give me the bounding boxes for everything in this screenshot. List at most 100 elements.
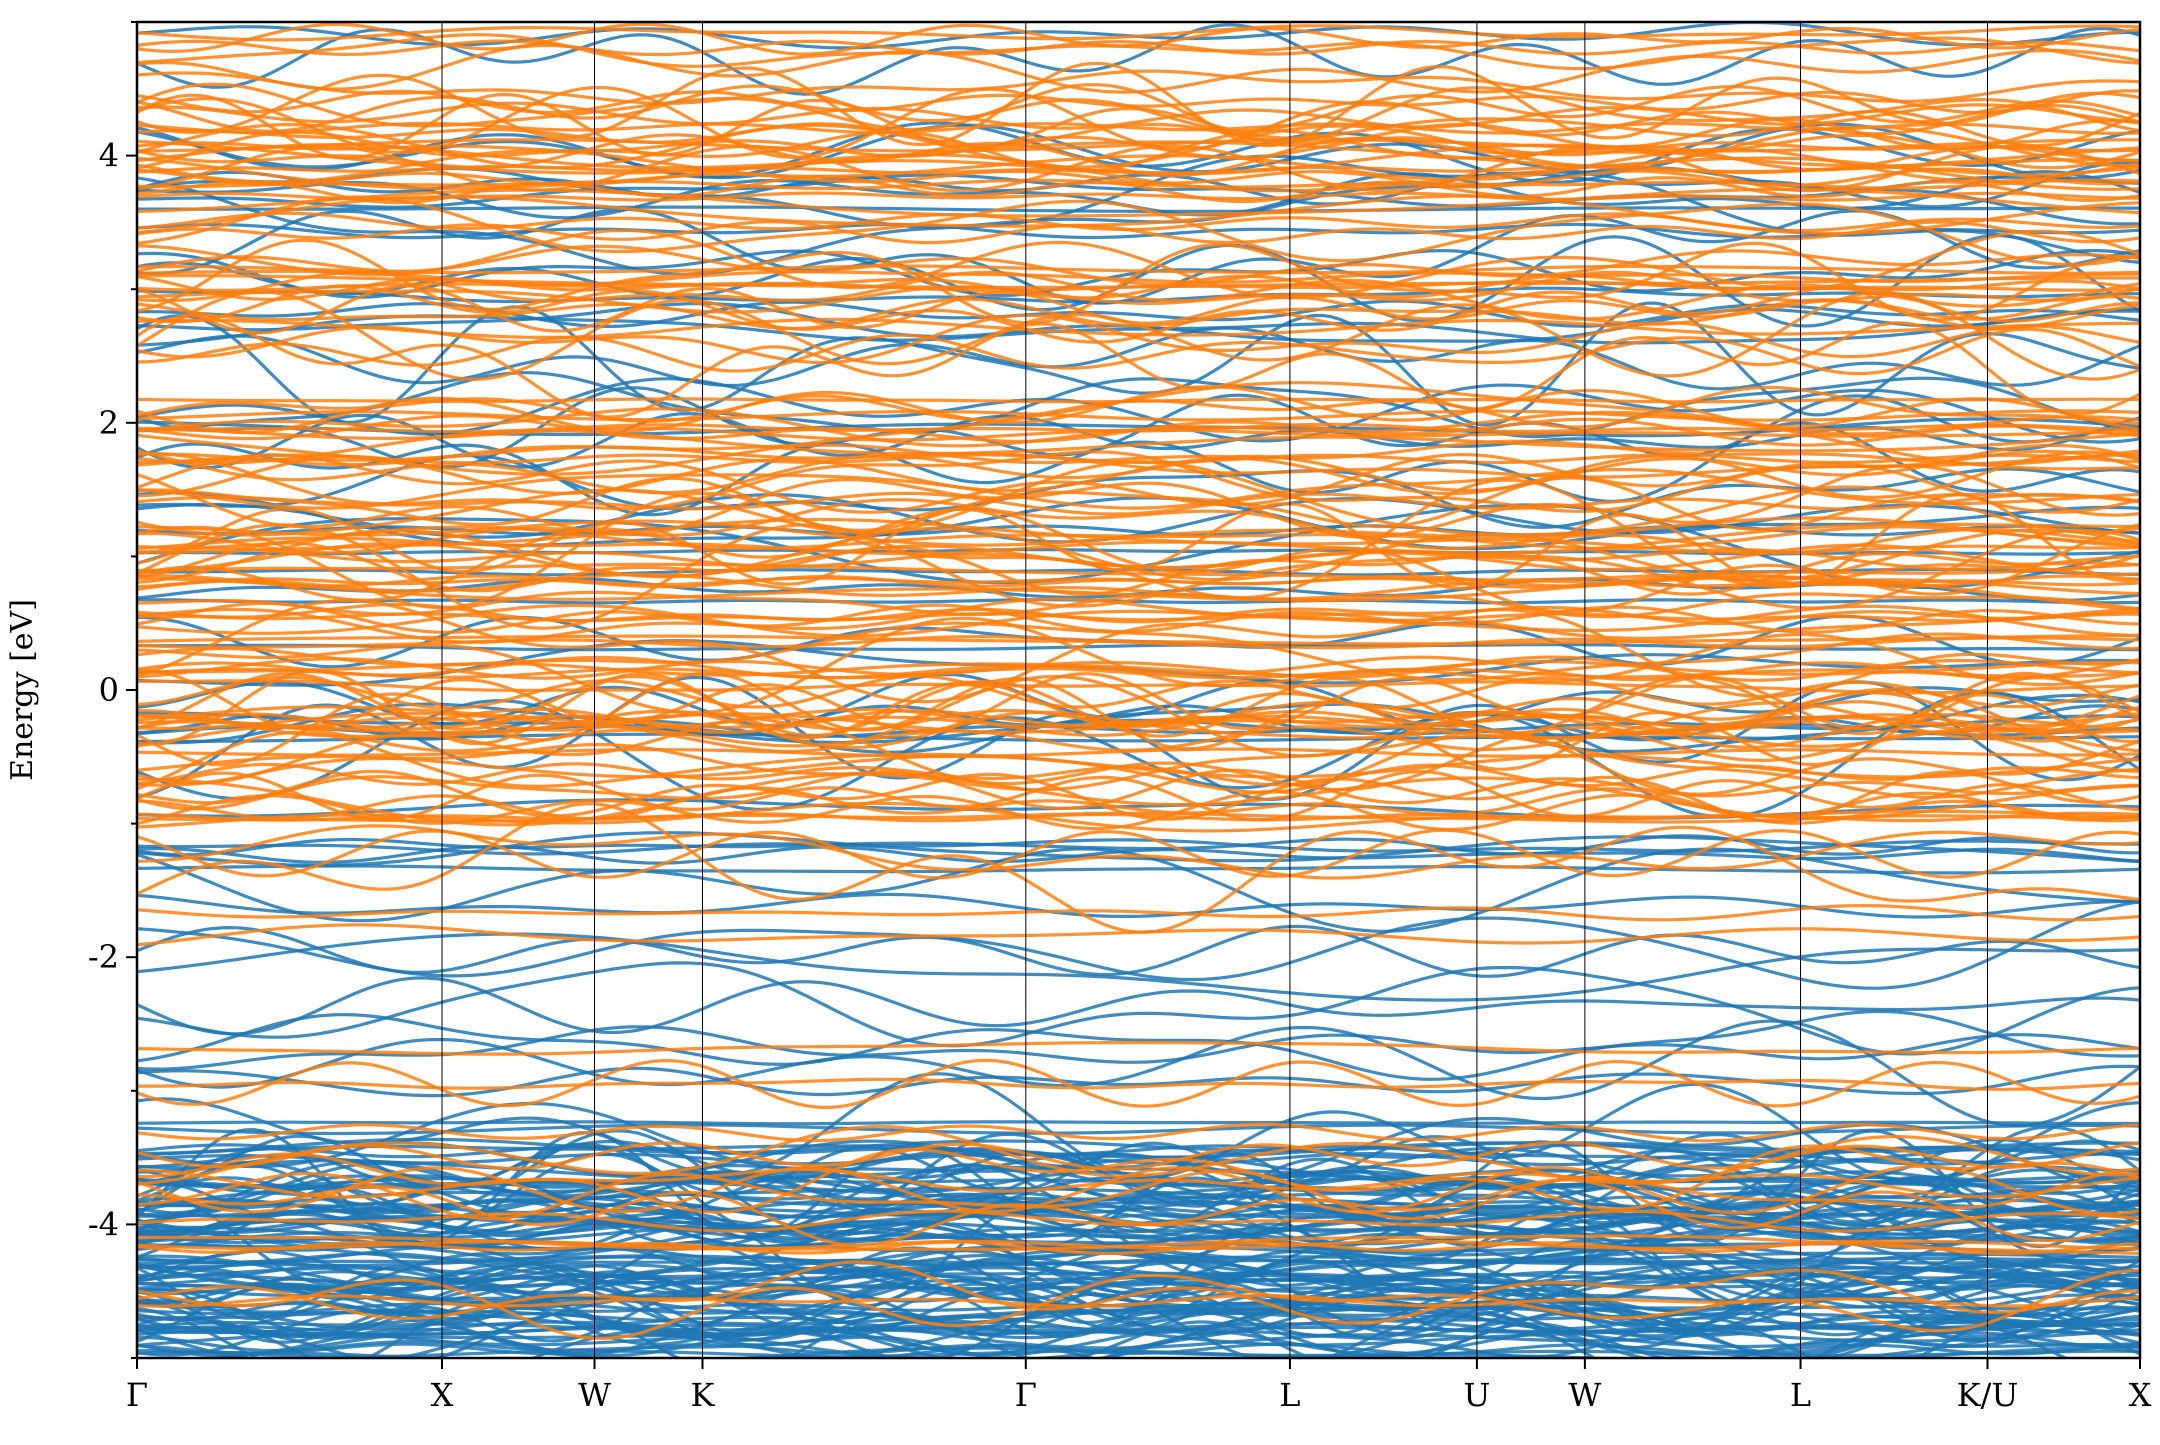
orange-band-line	[137, 762, 2140, 788]
orange-band-line	[137, 24, 2140, 42]
blue-band-line	[137, 1188, 2140, 1249]
orange-band-line	[137, 768, 2140, 811]
orange-band-line	[137, 443, 2140, 495]
orange-band-line	[137, 679, 2140, 695]
blue-band-line	[137, 23, 2140, 96]
blue-band-line	[137, 690, 2140, 819]
orange-band-line	[137, 89, 2140, 115]
orange-band-line	[137, 153, 2140, 193]
orange-band-line	[137, 669, 2140, 746]
orange-band-line	[137, 734, 2140, 799]
orange-band-line	[137, 397, 2140, 404]
orange-band-line	[137, 468, 2140, 510]
orange-band-line	[137, 33, 2140, 71]
orange-band-line	[137, 429, 2140, 465]
orange-band-line	[137, 1268, 2140, 1341]
orange-band-line	[137, 712, 2140, 732]
orange-band-line	[137, 634, 2140, 650]
orange-band-line	[137, 1260, 2140, 1325]
y-axis-label: Energy [eV]	[5, 599, 40, 781]
orange-band-line	[137, 667, 2140, 680]
y-tick-label: 2	[99, 404, 119, 442]
orange-band-line	[137, 381, 2140, 476]
orange-band-line	[137, 449, 2140, 513]
orange-band-line	[137, 769, 2140, 822]
blue-band-line	[137, 847, 2140, 933]
blue-band-line	[137, 1064, 2140, 1098]
x-tick-label: W	[578, 1376, 611, 1414]
orange-band-line	[137, 69, 2140, 105]
blue-band-line	[137, 1120, 2140, 1126]
orange-band-line	[137, 707, 2140, 750]
orange-band-line	[137, 22, 2140, 56]
blue-band-line	[137, 831, 2140, 868]
orange-band-line	[137, 790, 2140, 832]
blue-band-line	[137, 301, 2140, 427]
orange-band-line	[137, 1058, 2140, 1109]
x-tick-label: L	[1790, 1376, 1811, 1414]
blue-band-line	[137, 1254, 2140, 1267]
orange-band-line	[137, 476, 2140, 532]
orange-band-line	[137, 603, 2140, 638]
blue-band-line	[137, 1342, 2140, 1356]
blue-band-line	[137, 326, 2140, 391]
y-tick-label: 4	[99, 137, 119, 175]
orange-band-line	[137, 313, 2140, 365]
orange-band-line	[137, 655, 2140, 682]
orange-band-line	[137, 1168, 2140, 1199]
orange-band-line	[137, 313, 2140, 419]
orange-band-line	[137, 144, 2140, 193]
orange-band-line	[137, 43, 2140, 94]
orange-band-line	[137, 167, 2140, 189]
orange-band-line	[137, 491, 2140, 516]
orange-band-line	[137, 725, 2140, 753]
orange-band-line	[137, 541, 2140, 596]
y-axis: -4 -2 0 2 4	[88, 21, 137, 1359]
orange-band-line	[137, 674, 2140, 710]
x-tick-label: K	[691, 1376, 716, 1414]
blue-band-line	[137, 1152, 2140, 1243]
orange-band-line	[137, 655, 2140, 682]
orange-band-line	[137, 1122, 2140, 1143]
blue-band-line	[137, 1293, 2140, 1358]
high-symmetry-lines	[441, 22, 1988, 1358]
orange-band-line	[137, 61, 2140, 148]
blue-band-line	[137, 1239, 2140, 1321]
orange-band-line	[137, 786, 2140, 822]
orange-band-line	[137, 771, 2140, 827]
blue-band-line	[137, 1277, 2140, 1291]
blue-band-line	[137, 1019, 2140, 1128]
orange-band-line	[137, 1293, 2140, 1308]
orange-band-line	[137, 164, 2140, 177]
blue-band-line	[137, 205, 2140, 213]
orange-band-line	[137, 1040, 2140, 1056]
x-tick-label: Γ	[126, 1376, 148, 1414]
blue-band-line	[137, 976, 2140, 1036]
orange-band-line	[137, 612, 2140, 623]
orange-band-line	[137, 1124, 2140, 1186]
blue-band-line	[137, 421, 2140, 517]
y-tick-label: 0	[99, 671, 119, 709]
orange-band-line	[137, 621, 2140, 682]
orange-band-line	[137, 174, 2140, 205]
orange-band-line	[137, 1077, 2140, 1091]
x-axis: Γ X W K Γ L U W L K/U X	[126, 1358, 2152, 1414]
blue-band-line	[137, 1101, 2140, 1198]
blue-band-line	[137, 598, 2140, 605]
bands-layer	[137, 22, 2140, 1358]
orange-band-line	[137, 327, 2140, 376]
orange-band-line	[137, 129, 2140, 173]
orange-band-line	[137, 121, 2140, 136]
blue-band-line	[137, 222, 2140, 240]
blue-band-line	[137, 932, 2140, 1002]
blue-band-line	[137, 924, 2140, 978]
orange-band-line	[137, 117, 2140, 152]
blue-band-line	[137, 1155, 2140, 1180]
orange-band-line	[137, 228, 2140, 300]
x-tick-label: Γ	[1015, 1376, 1037, 1414]
blue-band-line	[137, 1208, 2140, 1242]
orange-band-line	[137, 409, 2140, 422]
orange-band-line	[137, 244, 2140, 286]
blue-band-line	[137, 1025, 2140, 1071]
